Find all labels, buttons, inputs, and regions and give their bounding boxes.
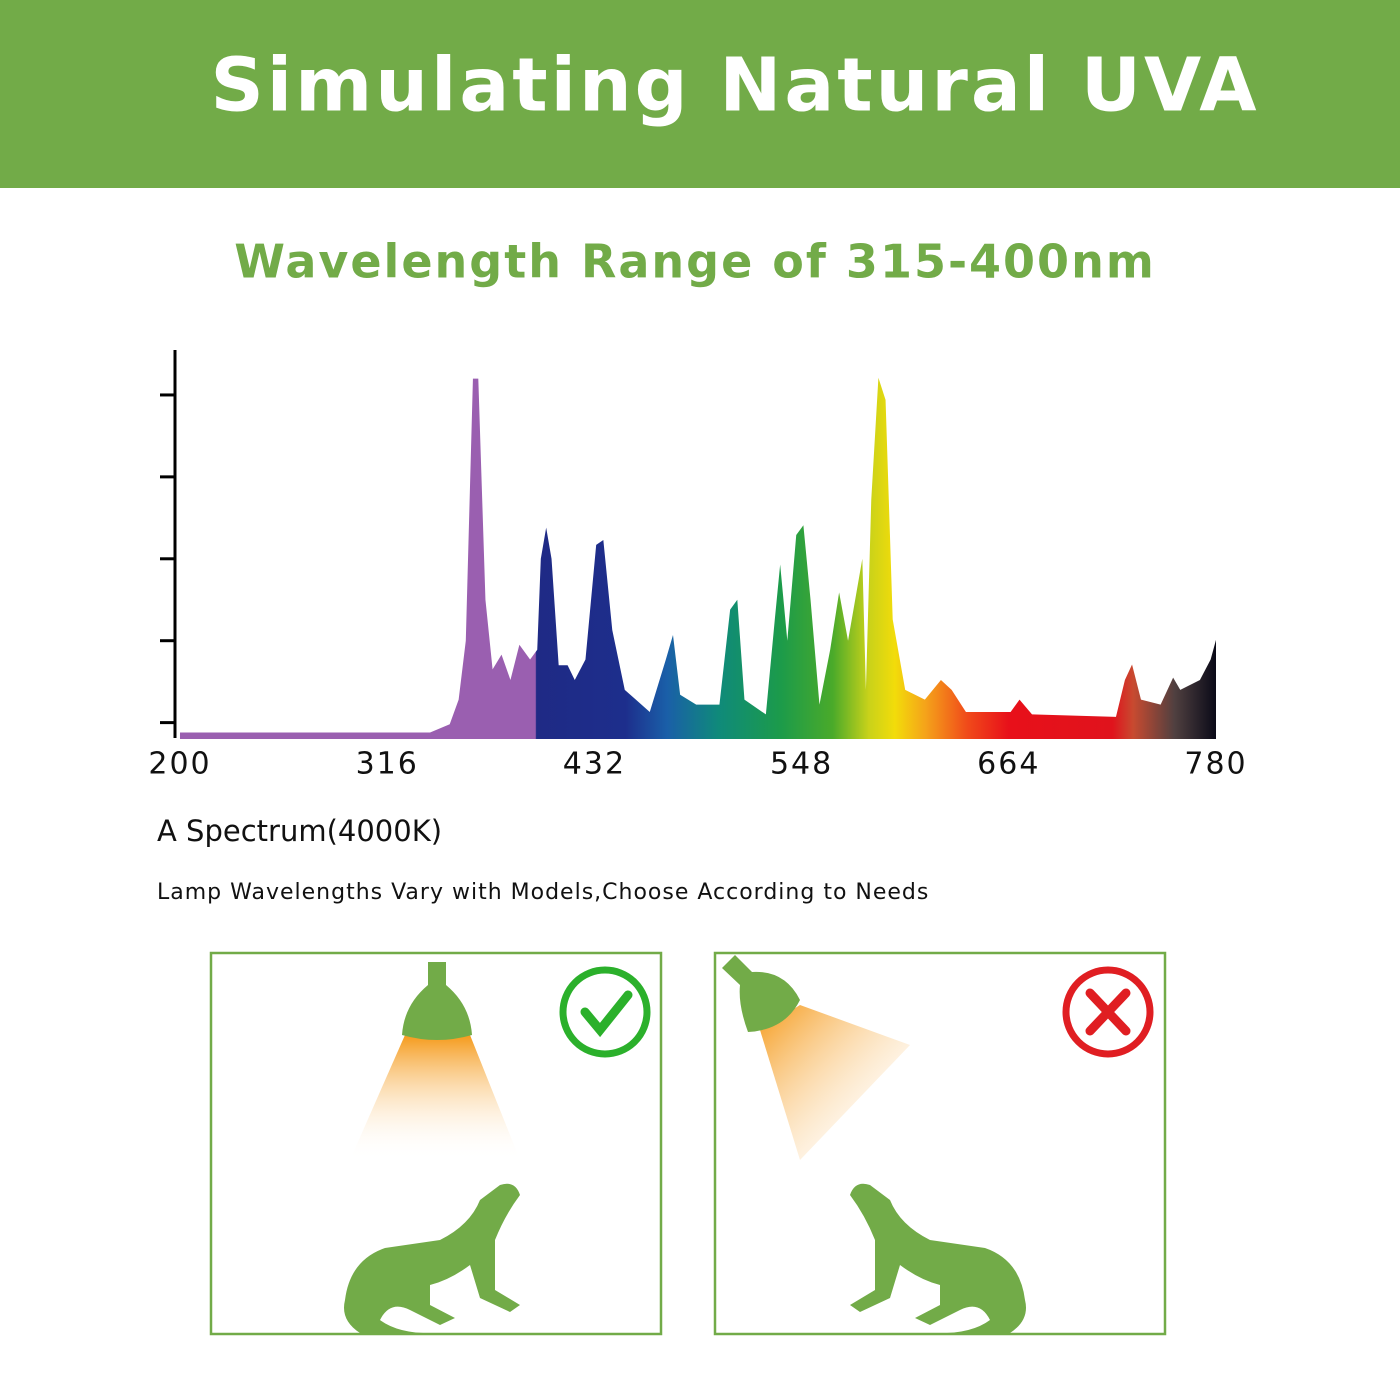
header-band	[0, 0, 1400, 188]
cross-icon	[1062, 966, 1154, 1058]
check-icon	[559, 966, 651, 1058]
x-tick-label: 432	[563, 747, 626, 782]
page-title: Simulating Natural UVA	[211, 43, 1260, 129]
lizard	[344, 1183, 520, 1334]
panel-border	[209, 951, 663, 1336]
x-tick-label: 548	[770, 747, 833, 782]
note: Lamp Wavelengths Vary with Models,Choose…	[157, 880, 929, 905]
spectrum-area	[180, 377, 1216, 739]
lizard	[850, 1183, 1026, 1334]
caption: A Spectrum(4000K)	[157, 814, 442, 848]
bulb	[722, 955, 800, 1032]
x-tick-label: 664	[977, 747, 1040, 782]
panel-border	[713, 951, 1167, 1336]
light-cone	[350, 1035, 520, 1160]
light-cone	[760, 1005, 910, 1160]
cross-mark	[1085, 988, 1131, 1036]
x-tick-label: 200	[148, 747, 211, 782]
subtitle: Wavelength Range of 315-400nm	[234, 235, 1156, 289]
x-tick-label: 780	[1184, 747, 1247, 782]
bulb	[402, 962, 472, 1040]
x-tick-label: 316	[356, 747, 419, 782]
check-mark	[580, 990, 633, 1038]
panel-wrong	[713, 951, 1167, 1336]
panel-correct	[209, 951, 663, 1336]
spectrum-chart: 200 316 432 548 664 780	[148, 350, 1247, 782]
